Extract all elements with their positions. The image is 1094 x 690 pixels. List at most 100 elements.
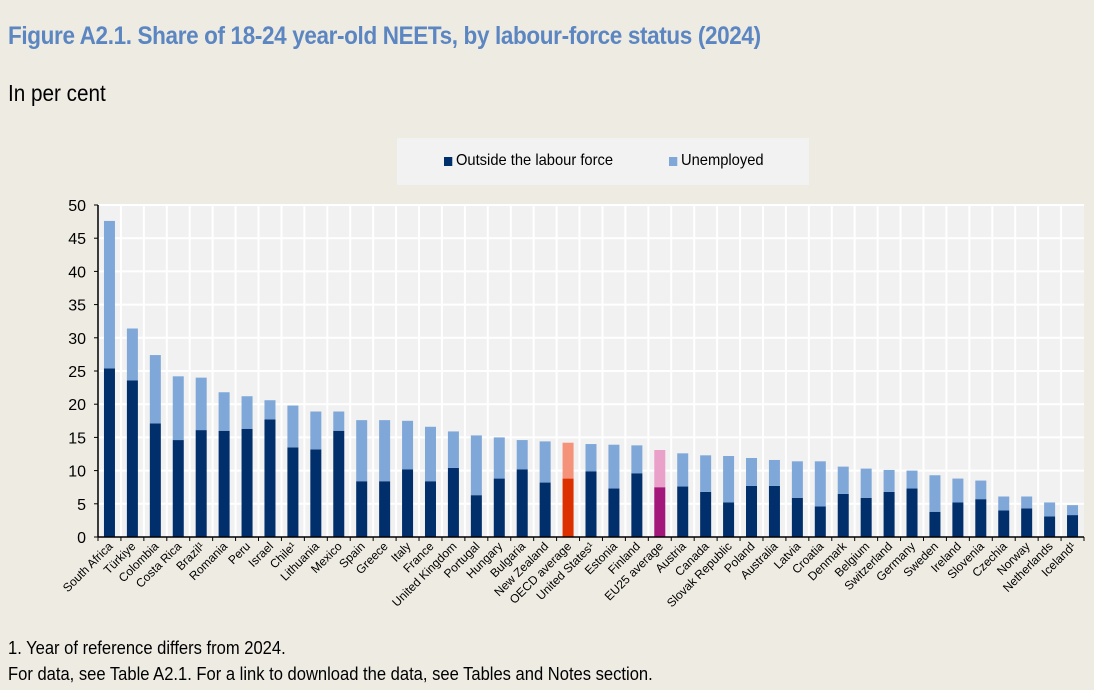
bar-unemployed <box>424 426 436 482</box>
bar-outside-labour-force <box>1044 516 1056 537</box>
bar-unemployed <box>287 405 299 448</box>
bar-outside-labour-force <box>700 491 712 537</box>
bar-unemployed <box>608 444 620 489</box>
bar-unemployed <box>998 496 1010 511</box>
bar-outside-labour-force <box>424 481 436 537</box>
bar-unemployed <box>539 441 551 483</box>
bar-outside-labour-force <box>103 368 115 537</box>
chart-legend: Outside the labour force Unemployed <box>397 138 809 185</box>
bar-outside-labour-force <box>287 447 299 537</box>
y-tick-label: 5 <box>77 497 86 514</box>
bar-outside-labour-force <box>516 469 528 537</box>
bar-unemployed <box>654 450 666 488</box>
bar-unemployed <box>814 461 826 507</box>
bar-unemployed <box>585 444 597 472</box>
figure-title: Figure A2.1. Share of 18-24 year-old NEE… <box>8 22 761 50</box>
bar-outside-labour-force <box>929 511 941 537</box>
bar-outside-labour-force <box>470 495 482 537</box>
bar-outside-labour-force <box>356 481 368 537</box>
bar-outside-labour-force <box>493 478 505 537</box>
bar-outside-labour-force <box>1067 515 1079 537</box>
bar-unemployed <box>562 442 574 479</box>
bar-unemployed <box>402 420 414 470</box>
bar-outside-labour-force <box>585 471 597 537</box>
bar-unemployed <box>883 469 895 492</box>
y-tick-label: 10 <box>68 464 86 481</box>
legend-item-outside: Outside the labour force <box>444 152 613 170</box>
bar-outside-labour-force <box>883 491 895 537</box>
bar-outside-labour-force <box>126 380 138 537</box>
bar-unemployed <box>241 396 253 429</box>
bar-unemployed <box>218 392 230 431</box>
bar-unemployed <box>126 328 138 381</box>
bar-unemployed <box>631 445 643 474</box>
bar-unemployed <box>470 435 482 496</box>
bar-outside-labour-force <box>241 428 253 537</box>
bar-outside-labour-force <box>723 502 735 537</box>
bar-outside-labour-force <box>539 482 551 537</box>
bar-unemployed <box>333 411 345 431</box>
bar-unemployed <box>1067 505 1079 516</box>
bar-unemployed <box>310 411 322 450</box>
bar-outside-labour-force <box>654 487 666 537</box>
bar-unemployed <box>1021 496 1033 509</box>
bar-unemployed <box>379 420 391 482</box>
bar-outside-labour-force <box>333 430 345 537</box>
bar-unemployed <box>929 475 941 512</box>
bar-unemployed <box>172 376 184 441</box>
bar-outside-labour-force <box>677 486 689 537</box>
bar-outside-labour-force <box>975 499 987 537</box>
bar-outside-labour-force <box>837 493 849 537</box>
bar-unemployed <box>952 478 964 503</box>
y-tick-label: 45 <box>68 231 86 248</box>
bar-unemployed <box>516 440 528 470</box>
bar-outside-labour-force <box>310 449 322 537</box>
bar-outside-labour-force <box>172 440 184 537</box>
bar-outside-labour-force <box>264 419 276 537</box>
bar-unemployed <box>1044 502 1056 517</box>
bar-outside-labour-force <box>608 488 620 537</box>
bar-outside-labour-force <box>1021 508 1033 537</box>
bar-unemployed <box>837 466 849 494</box>
bar-unemployed <box>975 480 987 500</box>
bar-unemployed <box>356 420 368 482</box>
bar-outside-labour-force <box>402 469 414 537</box>
bar-unemployed <box>195 377 207 431</box>
bar-unemployed <box>906 470 918 489</box>
legend-label-unemployed: Unemployed <box>680 152 764 169</box>
bar-unemployed <box>677 453 689 487</box>
bar-outside-labour-force <box>149 423 161 537</box>
bar-outside-labour-force <box>447 467 459 537</box>
bar-outside-labour-force <box>768 485 780 537</box>
bar-unemployed <box>149 355 161 424</box>
bar-outside-labour-force <box>218 430 230 537</box>
bar-outside-labour-force <box>562 478 574 537</box>
legend-swatch-outside <box>444 156 453 166</box>
bar-outside-labour-force <box>746 485 758 537</box>
bar-unemployed <box>264 400 276 420</box>
legend-label-outside: Outside the labour force <box>455 152 614 169</box>
bar-unemployed <box>700 455 712 492</box>
bar-unemployed <box>493 437 505 479</box>
bar-outside-labour-force <box>631 473 643 537</box>
bar-outside-labour-force <box>952 502 964 537</box>
bar-unemployed <box>447 431 459 468</box>
bar-outside-labour-force <box>906 488 918 537</box>
bar-outside-labour-force <box>791 497 803 537</box>
bar-unemployed <box>723 455 735 503</box>
bar-unemployed <box>103 220 115 369</box>
bar-outside-labour-force <box>814 506 826 537</box>
y-tick-label: 30 <box>68 331 86 348</box>
bar-unemployed <box>768 459 780 486</box>
bar-outside-labour-force <box>379 481 391 537</box>
y-tick-label: 0 <box>77 530 86 547</box>
y-tick-label: 25 <box>68 364 86 381</box>
y-tick-label: 20 <box>68 397 86 414</box>
footnote-data-source: For data, see Table A2.1. For a link to … <box>8 664 653 684</box>
bar-outside-labour-force <box>195 430 207 537</box>
y-tick-label: 35 <box>68 298 86 315</box>
bar-unemployed <box>791 461 803 498</box>
bar-outside-labour-force <box>860 497 872 537</box>
bar-unemployed <box>860 468 872 498</box>
figure-subtitle: In per cent <box>8 80 106 106</box>
